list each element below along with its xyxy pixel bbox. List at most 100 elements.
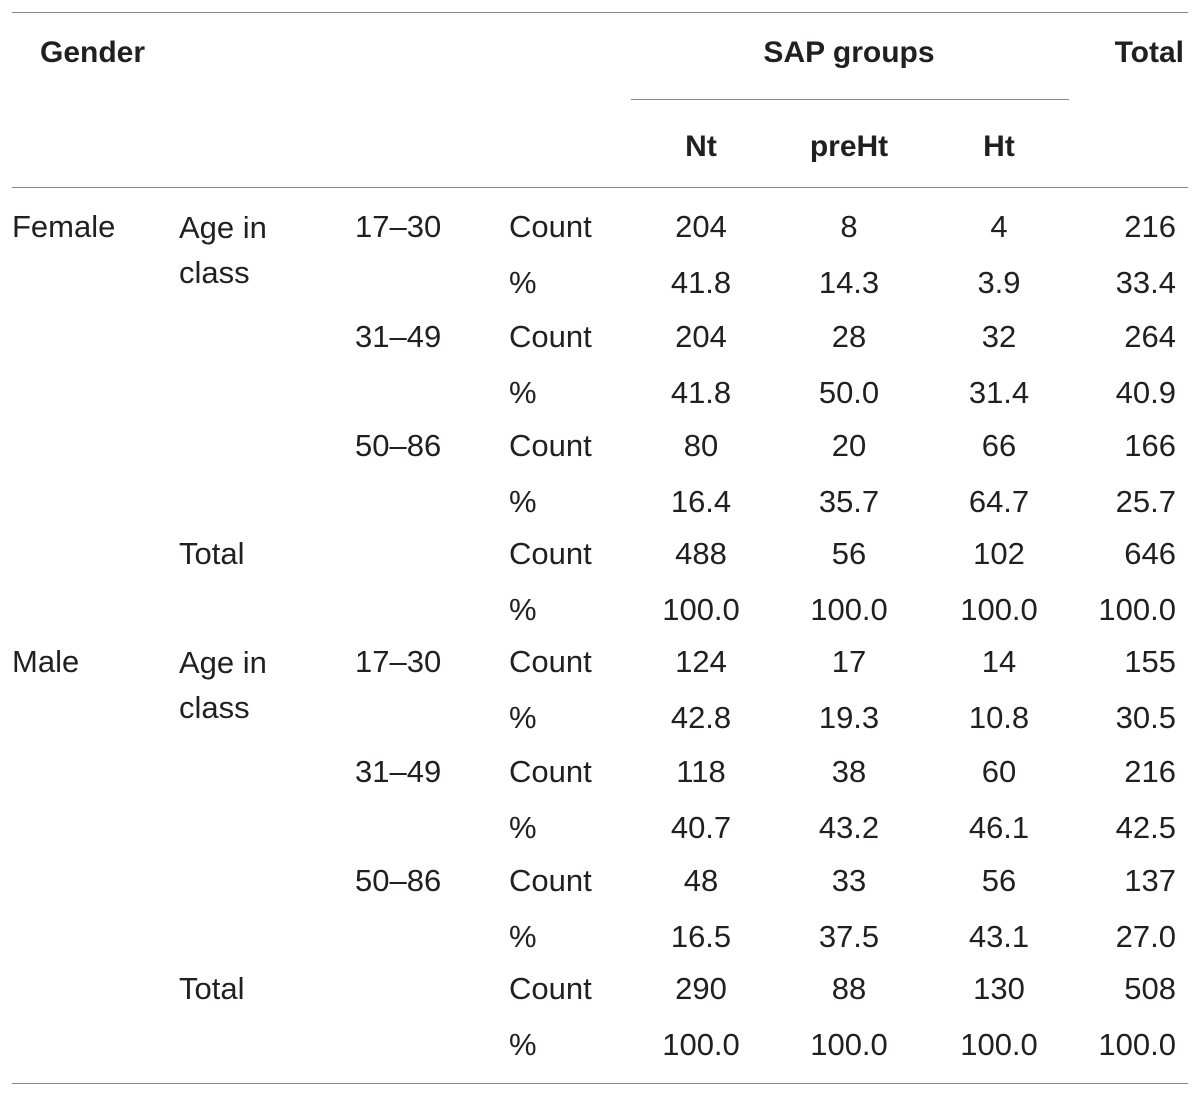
count-value: 216: [1124, 209, 1176, 244]
percent-label: %: [509, 810, 537, 845]
percent-value: 100.0: [960, 1027, 1038, 1062]
count-value: 124: [675, 644, 727, 679]
percent-value: 41.8: [670, 265, 732, 300]
count-value: 32: [981, 319, 1017, 354]
percent-value: 100.0: [1098, 1027, 1176, 1062]
percent-value: 3.9: [977, 265, 1021, 300]
count-value: 38: [831, 754, 867, 789]
percent-value: 43.2: [818, 810, 880, 845]
count-value: 204: [675, 319, 727, 354]
count-value: 646: [1124, 536, 1176, 571]
percent-value: 42.8: [670, 700, 732, 735]
count-value: 102: [973, 536, 1025, 571]
count-value: 488: [675, 536, 727, 571]
percent-value: 40.9: [1115, 375, 1176, 410]
percent-value: 100.0: [810, 592, 888, 627]
count-value: 60: [981, 754, 1017, 789]
count-label: Count: [509, 644, 592, 679]
percent-value: 50.0: [818, 375, 880, 410]
percent-label: %: [509, 700, 537, 735]
header-nt: Nt: [685, 130, 717, 163]
age-range: 17–30: [355, 644, 442, 679]
header-preht: preHt: [809, 130, 889, 163]
count-label: Count: [509, 319, 592, 354]
percent-label: %: [509, 265, 537, 300]
count-value: 66: [981, 428, 1017, 463]
percent-value: 10.8: [968, 700, 1030, 735]
age-in-class-label: Age in class: [179, 210, 267, 290]
percent-value: 31.4: [968, 375, 1030, 410]
count-label: Count: [509, 428, 592, 463]
percent-value: 16.5: [670, 919, 732, 954]
subtotal-label: Total: [179, 536, 245, 571]
percent-label: %: [509, 375, 537, 410]
count-value: 56: [831, 536, 867, 571]
count-value: 130: [973, 971, 1025, 1006]
count-label: Count: [509, 863, 592, 898]
percent-value: 100.0: [662, 592, 740, 627]
table-top-rule: [12, 12, 1188, 13]
percent-label: %: [509, 919, 537, 954]
percent-label: %: [509, 484, 537, 519]
table-bottom-rule: [12, 1083, 1188, 1084]
percent-label: %: [509, 592, 537, 627]
percent-value: 19.3: [818, 700, 880, 735]
age-range: 31–49: [355, 319, 442, 354]
age-range: 31–49: [355, 754, 442, 789]
count-value: 166: [1124, 428, 1176, 463]
percent-value: 35.7: [818, 484, 880, 519]
percent-value: 42.5: [1115, 810, 1176, 845]
age-range: 17–30: [355, 209, 442, 244]
percent-value: 64.7: [968, 484, 1030, 519]
percent-value: 40.7: [670, 810, 732, 845]
percent-value: 46.1: [968, 810, 1030, 845]
age-in-class-label: Age in class: [179, 645, 267, 725]
age-range: 50–86: [355, 428, 442, 463]
percent-value: 100.0: [960, 592, 1038, 627]
count-value: 88: [831, 971, 867, 1006]
percent-value: 100.0: [1098, 592, 1176, 627]
subtotal-label: Total: [179, 971, 245, 1006]
count-value: 204: [675, 209, 727, 244]
percent-value: 27.0: [1115, 919, 1176, 954]
percent-value: 100.0: [810, 1027, 888, 1062]
count-value: 264: [1124, 319, 1176, 354]
header-total: Total: [1114, 36, 1184, 69]
count-value: 508: [1124, 971, 1176, 1006]
count-value: 14: [981, 644, 1017, 679]
percent-value: 16.4: [670, 484, 732, 519]
count-value: 48: [683, 863, 719, 898]
count-value: 33: [831, 863, 867, 898]
header-gender: Gender: [40, 36, 146, 69]
percent-label: %: [509, 1027, 537, 1062]
header-bottom-rule: [12, 187, 1188, 188]
percent-value: 25.7: [1115, 484, 1176, 519]
count-value: 290: [675, 971, 727, 1006]
count-value: 155: [1124, 644, 1176, 679]
count-label: Count: [509, 209, 592, 244]
count-value: 8: [840, 209, 858, 244]
percent-value: 43.1: [968, 919, 1030, 954]
count-value: 80: [683, 428, 719, 463]
count-label: Count: [509, 971, 592, 1006]
percent-value: 41.8: [670, 375, 732, 410]
count-value: 28: [831, 319, 867, 354]
percent-value: 30.5: [1115, 700, 1176, 735]
count-value: 56: [981, 863, 1017, 898]
count-value: 4: [990, 209, 1008, 244]
gender-male: Male: [12, 644, 80, 679]
count-value: 137: [1124, 863, 1176, 898]
age-range: 50–86: [355, 863, 442, 898]
percent-value: 33.4: [1115, 265, 1176, 300]
count-value: 118: [676, 754, 726, 789]
sap-groups-rule: [631, 99, 1069, 100]
header-sap-groups: SAP groups: [763, 36, 935, 69]
percent-value: 14.3: [818, 265, 880, 300]
gender-female: Female: [12, 209, 116, 244]
count-value: 20: [831, 428, 867, 463]
count-value: 17: [831, 644, 867, 679]
count-label: Count: [509, 754, 592, 789]
percent-value: 100.0: [662, 1027, 740, 1062]
count-label: Count: [509, 536, 592, 571]
count-value: 216: [1124, 754, 1176, 789]
